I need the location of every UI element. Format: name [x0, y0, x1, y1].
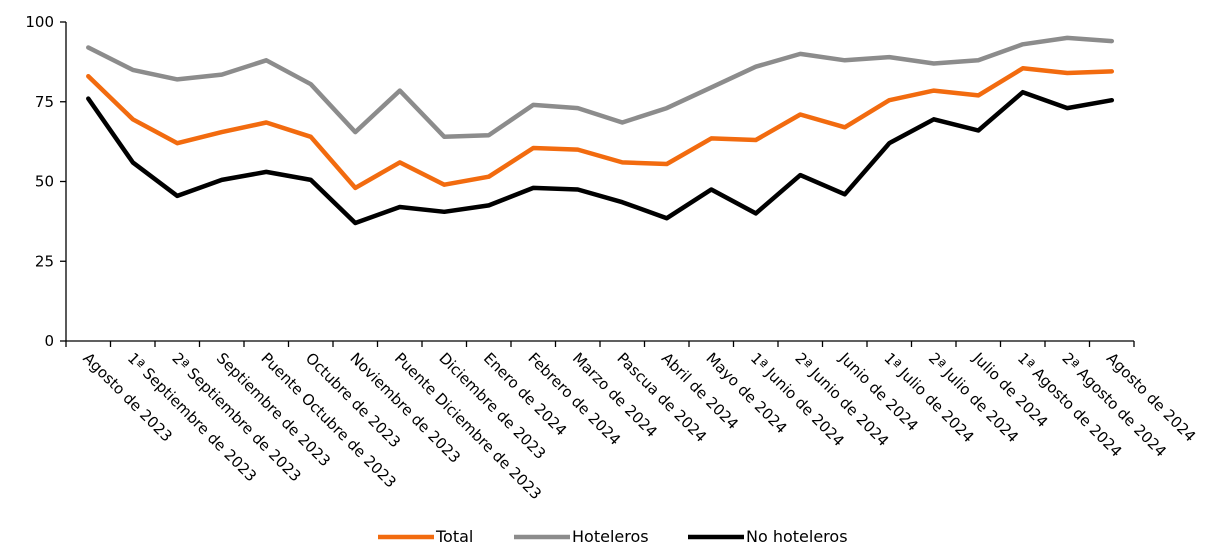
series-lines [86, 35, 1115, 226]
legend-label-no-hoteleros: No hoteleros [746, 527, 848, 546]
x-tick-label: Junio de 2024 [835, 348, 921, 434]
legend: Total Hoteleros No hoteleros [378, 527, 848, 546]
y-tick-label: 0 [44, 332, 54, 350]
y-tick-label: 50 [35, 173, 54, 191]
series-line-hoteleros [86, 35, 1115, 140]
series-line-total [86, 66, 1115, 191]
y-tick-label: 25 [35, 252, 54, 270]
x-tick-label: Abril de 2024 [658, 349, 742, 433]
legend-label-total: Total [435, 527, 473, 546]
legend-label-hoteleros: Hoteleros [572, 527, 649, 546]
y-tick-label: 100 [25, 13, 54, 31]
series-line-no-hoteleros [86, 89, 1115, 226]
y-tick-label: 75 [35, 93, 54, 111]
y-axis: 0 25 50 75 100 [25, 13, 67, 350]
